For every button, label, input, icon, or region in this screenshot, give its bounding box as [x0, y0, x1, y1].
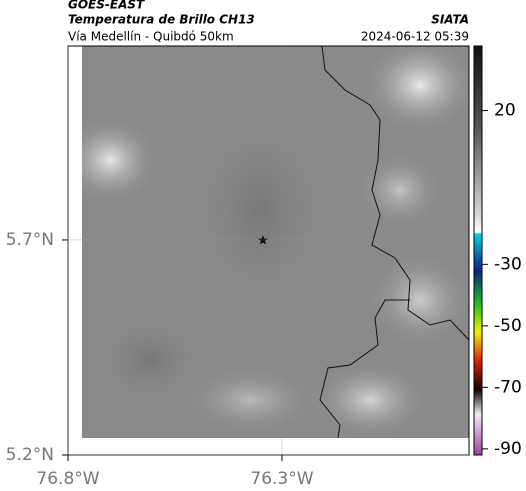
x-tick-label: 76.3°W	[250, 469, 313, 489]
colorbar	[473, 45, 483, 456]
location-marker: ★	[257, 234, 269, 249]
subtitle: Vía Medellín - Quibdó 50km	[68, 30, 234, 44]
y-tick-label: 5.7°N	[6, 230, 54, 250]
source: GOES-EAST	[68, 0, 145, 12]
timestamp: 2024-06-12 05:39	[361, 30, 469, 44]
brand: SIATA	[431, 13, 469, 27]
colorbar-tick-label: -30	[494, 254, 522, 274]
colorbar-tick-label: -70	[494, 377, 522, 397]
y-tick-label: 5.2°N	[6, 445, 54, 465]
header: GOES-EAST Temperatura de Brillo CH13 SIA…	[68, 0, 469, 44]
satellite-image	[82, 46, 469, 438]
colorbar-tick-label: 20	[494, 101, 516, 121]
title: Temperatura de Brillo CH13	[68, 13, 255, 27]
colorbar-tick-label: -50	[494, 316, 522, 336]
border	[319, 45, 470, 439]
x-tick-label: 76.8°W	[36, 469, 99, 489]
colorbar-tick-label: -90	[494, 439, 522, 459]
